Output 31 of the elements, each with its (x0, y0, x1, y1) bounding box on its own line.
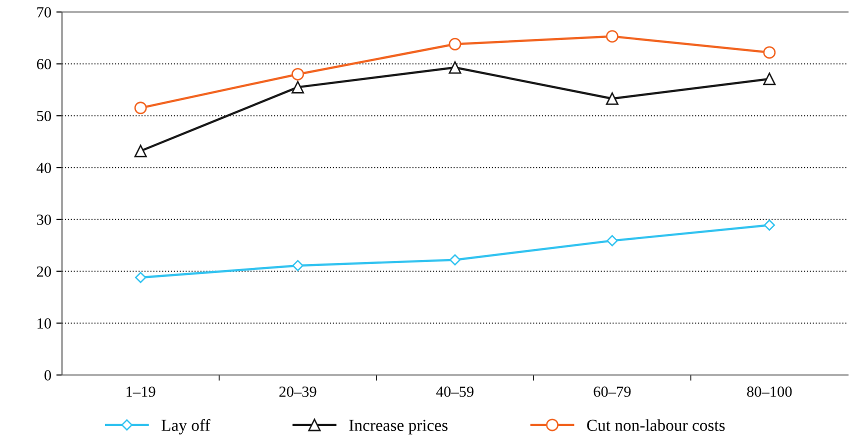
point (134, 272, 146, 284)
point (606, 30, 618, 43)
y-tick-label: 70 (37, 7, 51, 18)
x-tick-label: 40–59 (436, 386, 474, 397)
point (449, 254, 461, 266)
legend-label: Cut non-labour costs (587, 419, 725, 431)
point (292, 260, 304, 272)
point (763, 72, 776, 86)
point (292, 80, 304, 94)
point (448, 61, 462, 74)
y-tick-label: 10 (38, 318, 51, 329)
point (134, 144, 147, 158)
y-tick-label: 30 (37, 214, 51, 225)
point (292, 68, 304, 80)
point (134, 102, 147, 114)
y-tick-label: 60 (36, 59, 51, 70)
point (448, 38, 462, 50)
legend-label: Increase prices (349, 420, 448, 434)
point (764, 220, 776, 231)
x-tick-label: 60–79 (594, 386, 631, 397)
x-tick-label: 80–100 (747, 386, 792, 397)
point (606, 235, 618, 246)
legend-label: Lay off (162, 419, 210, 434)
x-tick-label: 20–39 (279, 386, 316, 397)
point (606, 92, 618, 105)
y-tick-label: 40 (36, 162, 51, 174)
x-tick-label: 1–19 (126, 386, 156, 397)
y-tick-label: 50 (37, 110, 51, 122)
y-tick-label: 20 (36, 266, 51, 277)
point (763, 46, 776, 59)
y-tick-label: 0 (44, 370, 51, 380)
